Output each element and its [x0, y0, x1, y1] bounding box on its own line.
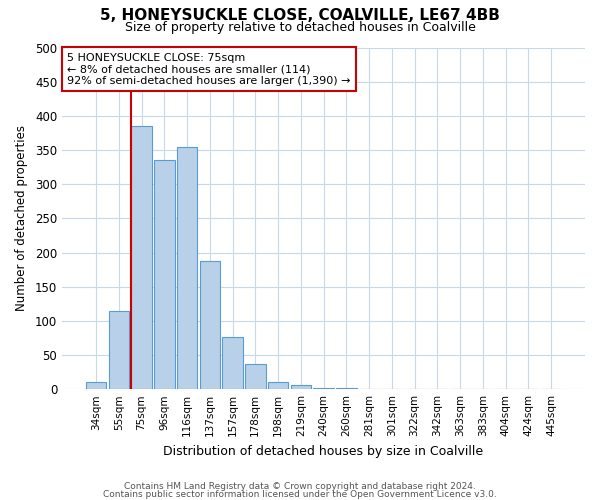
Bar	[109, 310, 129, 389]
Bar	[200, 260, 220, 389]
Text: Contains public sector information licensed under the Open Government Licence v3: Contains public sector information licen…	[103, 490, 497, 499]
Y-axis label: Number of detached properties: Number of detached properties	[15, 126, 28, 312]
Bar	[313, 388, 334, 389]
Text: Size of property relative to detached houses in Coalville: Size of property relative to detached ho…	[125, 22, 475, 35]
Bar	[336, 388, 356, 389]
Bar	[268, 382, 288, 389]
Text: Contains HM Land Registry data © Crown copyright and database right 2024.: Contains HM Land Registry data © Crown c…	[124, 482, 476, 491]
Text: 5 HONEYSUCKLE CLOSE: 75sqm
← 8% of detached houses are smaller (114)
92% of semi: 5 HONEYSUCKLE CLOSE: 75sqm ← 8% of detac…	[67, 52, 351, 86]
Text: 5, HONEYSUCKLE CLOSE, COALVILLE, LE67 4BB: 5, HONEYSUCKLE CLOSE, COALVILLE, LE67 4B…	[100, 8, 500, 22]
Bar	[86, 382, 106, 389]
Bar	[177, 146, 197, 389]
Bar	[131, 126, 152, 389]
Bar	[154, 160, 175, 389]
Bar	[223, 337, 243, 389]
Bar	[290, 385, 311, 389]
Bar	[245, 364, 266, 389]
X-axis label: Distribution of detached houses by size in Coalville: Distribution of detached houses by size …	[163, 444, 484, 458]
